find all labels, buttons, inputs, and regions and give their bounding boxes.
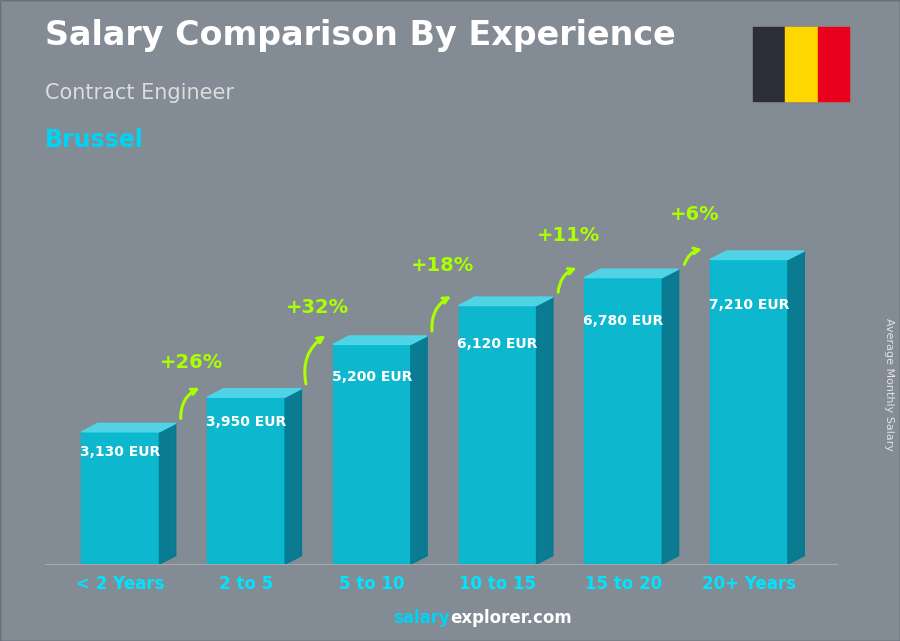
- Bar: [333, 344, 410, 564]
- Polygon shape: [159, 424, 176, 564]
- Polygon shape: [788, 251, 805, 564]
- Text: 3,130 EUR: 3,130 EUR: [80, 445, 160, 459]
- Bar: [584, 278, 662, 564]
- Polygon shape: [710, 251, 805, 260]
- Text: 5,200 EUR: 5,200 EUR: [332, 370, 412, 385]
- Polygon shape: [333, 336, 428, 344]
- Polygon shape: [536, 297, 553, 564]
- Polygon shape: [584, 269, 679, 278]
- Text: explorer.com: explorer.com: [450, 609, 572, 627]
- Text: +18%: +18%: [411, 256, 474, 275]
- Bar: [710, 260, 788, 564]
- Text: +32%: +32%: [285, 297, 348, 317]
- Text: 3,950 EUR: 3,950 EUR: [206, 415, 286, 429]
- Polygon shape: [207, 388, 302, 397]
- Text: 6,780 EUR: 6,780 EUR: [583, 313, 663, 328]
- Text: +6%: +6%: [670, 205, 719, 224]
- Text: +11%: +11%: [537, 226, 600, 245]
- Polygon shape: [285, 388, 302, 564]
- Polygon shape: [459, 297, 553, 306]
- Polygon shape: [662, 269, 679, 564]
- Bar: [82, 432, 159, 564]
- Bar: [752, 26, 785, 103]
- Text: salary: salary: [393, 609, 450, 627]
- Text: Brussel: Brussel: [45, 128, 144, 152]
- Text: 7,210 EUR: 7,210 EUR: [709, 298, 789, 312]
- Bar: [207, 397, 285, 564]
- Bar: [785, 26, 817, 103]
- Text: Salary Comparison By Experience: Salary Comparison By Experience: [45, 19, 676, 52]
- Text: Average Monthly Salary: Average Monthly Salary: [884, 318, 894, 451]
- Text: Contract Engineer: Contract Engineer: [45, 83, 234, 103]
- Bar: [817, 26, 850, 103]
- Text: 6,120 EUR: 6,120 EUR: [457, 337, 538, 351]
- Bar: [459, 306, 536, 564]
- Text: +26%: +26%: [160, 353, 223, 372]
- Polygon shape: [410, 336, 428, 564]
- Polygon shape: [82, 424, 176, 432]
